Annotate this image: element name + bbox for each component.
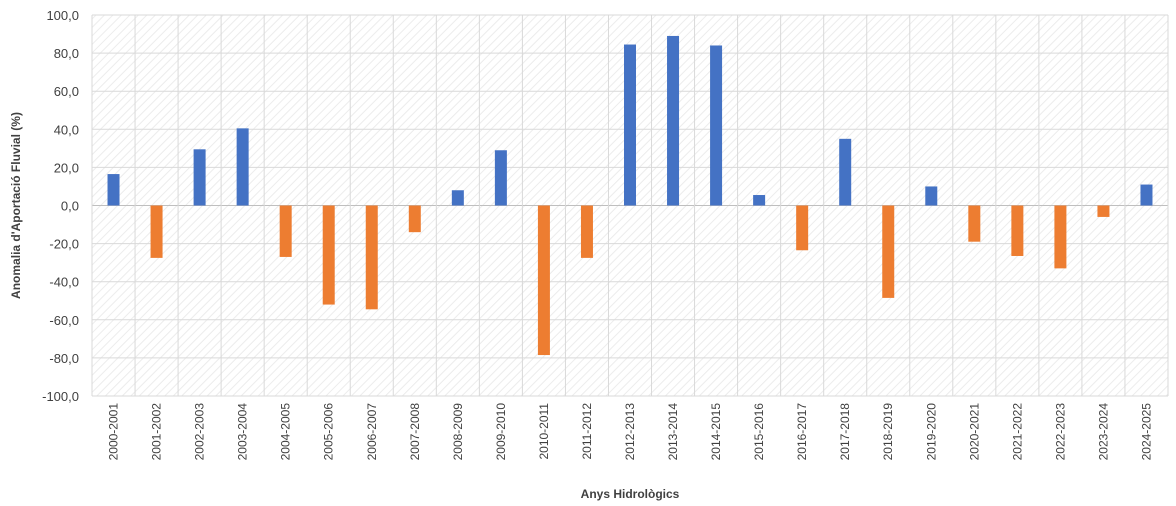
x-tick-label: 2016-2017 [795, 403, 809, 461]
bars [107, 35, 1153, 356]
bar-2009-2010 [494, 150, 507, 206]
y-tick-label: -80,0 [49, 351, 79, 366]
x-tick-label: 2024-2025 [1139, 403, 1153, 461]
bar-2015-2016 [753, 195, 766, 206]
y-tick-label: 0,0 [61, 199, 79, 214]
bar-2020-2021 [968, 205, 981, 242]
bar-2016-2017 [796, 205, 809, 251]
y-tick-label: 80,0 [54, 46, 79, 61]
bar-2002-2003 [193, 149, 206, 206]
x-tick-label: 2006-2007 [365, 403, 379, 461]
x-tick-labels: 2000-2001 2001-2002 2002-2003 2003-2004 2004… [107, 403, 1154, 461]
x-tick-label: 2005-2006 [322, 403, 336, 461]
bar-2019-2020 [925, 186, 938, 206]
y-tick-labels: -100,0 -80,0 -60,0 -40,0 -20,0 0,0 20,0 40,0 60,… [42, 8, 79, 404]
bar-2023-2024 [1097, 205, 1110, 217]
bar-2022-2023 [1054, 205, 1067, 269]
y-tick-label: 40,0 [54, 122, 79, 137]
x-tick-label: 2017-2018 [838, 403, 852, 461]
y-tick-label: -40,0 [49, 275, 79, 290]
y-tick-label: -100,0 [42, 389, 79, 404]
bar-2021-2022 [1011, 205, 1024, 256]
x-tick-label: 2014-2015 [709, 403, 723, 461]
x-tick-label: 2013-2014 [666, 403, 680, 461]
x-tick-label: 2007-2008 [408, 403, 422, 461]
x-tick-label: 2010-2011 [537, 403, 551, 460]
y-tick-label: -60,0 [49, 313, 79, 328]
bar-2017-2018 [839, 138, 852, 206]
bar-2006-2007 [365, 205, 378, 310]
x-tick-label: 2020-2021 [967, 403, 981, 461]
bar-2014-2015 [710, 45, 723, 206]
bar-2013-2014 [667, 35, 680, 206]
x-tick-label: 2008-2009 [451, 403, 465, 461]
y-tick-label: 20,0 [54, 160, 79, 175]
bar-2012-2013 [624, 44, 636, 206]
bar-2010-2011 [537, 205, 550, 356]
bar-2001-2002 [150, 205, 163, 258]
x-tick-label: 2002-2003 [193, 403, 207, 461]
x-tick-label: 2011-2012 [580, 403, 594, 460]
bar-2011-2012 [580, 205, 593, 258]
y-tick-label: 60,0 [54, 84, 79, 99]
bar-2018-2019 [882, 205, 895, 298]
bar-2003-2004 [236, 128, 249, 206]
y-tick-label: -20,0 [49, 237, 79, 252]
x-tick-label: 2000-2001 [107, 403, 121, 461]
x-tick-label: 2021-2022 [1010, 403, 1024, 461]
x-tick-label: 2019-2020 [924, 403, 938, 461]
x-tick-label: 2004-2005 [279, 403, 293, 461]
bar-2000-2001 [107, 174, 120, 206]
x-tick-label: 2022-2023 [1053, 403, 1067, 461]
y-tick-label: 100,0 [46, 8, 79, 23]
x-tick-label: 2012-2013 [623, 403, 637, 461]
x-tick-label: 2015-2016 [752, 403, 766, 461]
x-tick-label: 2023-2024 [1096, 403, 1110, 461]
bar-2008-2009 [451, 190, 464, 206]
bar-2005-2006 [322, 205, 335, 305]
x-axis-title: Anys Hidrològics [581, 487, 680, 501]
y-axis-title: Anomalia d'Aportació Fluvial (%) [9, 112, 23, 299]
x-tick-label: 2001-2002 [150, 403, 164, 461]
x-tick-label: 2009-2010 [494, 403, 508, 461]
x-tick-label: 2018-2019 [881, 403, 895, 461]
bar-2007-2008 [408, 205, 421, 233]
bar-2004-2005 [279, 205, 292, 257]
x-tick-label: 2003-2004 [236, 403, 250, 461]
bar-2024-2025 [1140, 184, 1153, 206]
